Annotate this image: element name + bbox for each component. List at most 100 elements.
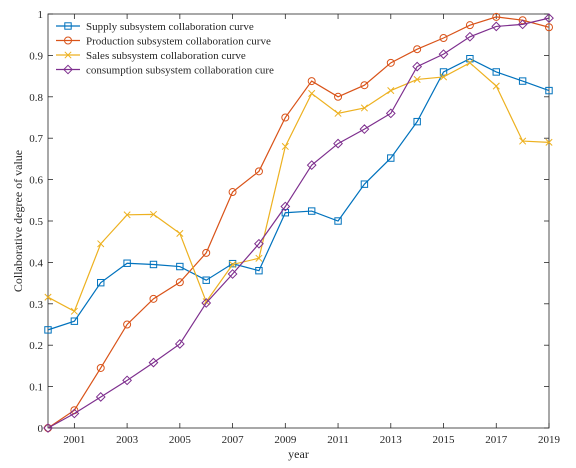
series-consumption-point: [95, 392, 106, 402]
legend-sales-point: [64, 51, 72, 59]
legend-label: Sales subsystem collaboration curve: [86, 50, 246, 62]
series-sales-point: [439, 73, 448, 81]
series-supply-point: [123, 259, 131, 267]
y-tick-label: 0.1: [29, 382, 43, 394]
series-supply-point: [466, 55, 474, 63]
y-tick-label: 0.7: [29, 133, 43, 145]
series-production-point: [96, 363, 105, 372]
legend-item-consumption: consumption subsystem collaboration cure: [56, 65, 274, 77]
series-sales-point: [149, 210, 158, 218]
series-sales: [44, 59, 553, 315]
series-supply-point: [255, 266, 263, 275]
series-sales-point: [413, 75, 421, 83]
y-tick-label: 0.2: [29, 340, 43, 352]
legend-supply-point: [64, 22, 72, 30]
series-production-point: [334, 92, 343, 101]
series-supply-point: [545, 86, 553, 95]
series-consumption-point: [438, 49, 449, 60]
series-production-point: [202, 248, 211, 257]
series-consumption-point: [544, 13, 554, 24]
y-tick-label: 0.8: [29, 92, 43, 104]
series-production-point: [149, 294, 158, 303]
series-consumption-point: [333, 138, 343, 149]
series-supply-point: [439, 68, 448, 76]
x-tick-label: 2013: [380, 434, 403, 446]
y-axis-title: Collaborative degree of value: [11, 150, 25, 292]
series-supply-point: [413, 117, 421, 126]
series-production-point: [360, 81, 369, 90]
legend-label: consumption subsystem collaboration cure: [86, 65, 274, 77]
series-sales-point: [229, 260, 237, 269]
series-consumption-point: [227, 269, 238, 279]
series-sales-point: [360, 104, 368, 112]
y-tick-label: 0.9: [29, 50, 43, 62]
series-consumption-point: [43, 423, 53, 433]
legend-item-sales: Sales subsystem collaboration curve: [56, 50, 246, 62]
series-sales-point: [519, 137, 527, 145]
series-supply-point: [360, 180, 369, 188]
series-consumption-point: [148, 357, 159, 368]
series-consumption-point: [517, 19, 528, 30]
series-production-point: [413, 45, 422, 54]
x-tick-label: 2019: [538, 434, 561, 446]
x-tick-label: 2007: [222, 434, 245, 446]
series-production-point: [465, 21, 474, 30]
series-consumption-point: [280, 201, 291, 212]
legend-label: Supply subsystem collaboration curve: [86, 21, 254, 33]
legend: Supply subsystem collaboration curve Prod…: [56, 21, 274, 77]
series-consumption-point: [491, 21, 502, 32]
series-consumption-point: [69, 408, 80, 419]
x-tick-label: 2003: [116, 434, 139, 446]
series-sales-point: [202, 298, 210, 306]
series-supply-point: [176, 262, 184, 271]
series-production-point: [254, 167, 263, 176]
series-supply-point: [281, 209, 290, 217]
y-tick-label: 0.3: [29, 299, 43, 311]
x-tick-label: 2017: [485, 434, 508, 446]
series-sales-point: [44, 293, 52, 301]
series-supply-point: [387, 154, 395, 162]
series-production-point: [545, 23, 553, 32]
series-sales-point: [97, 240, 105, 248]
axes: 2001 2003 2005 2007 2009 2011 2013 2015 2017 2019…: [29, 9, 560, 446]
series-supply-line: [47, 58, 550, 331]
series-production-line: [47, 16, 550, 429]
series-sales-point: [176, 229, 184, 237]
series-supply-point: [149, 260, 158, 269]
y-tick-label: 0.5: [29, 216, 43, 228]
series-group: [43, 12, 554, 433]
series-supply-point: [44, 326, 52, 334]
series-consumption: [43, 13, 554, 433]
series-supply-point: [97, 278, 105, 287]
series-production-point: [175, 278, 184, 287]
series-sales-point: [466, 59, 474, 67]
series-production-point: [307, 77, 316, 86]
series-consumption-point: [201, 298, 212, 308]
x-tick-label: 2001: [63, 434, 85, 446]
series-sales-point: [70, 307, 78, 315]
x-tick-label: 2011: [327, 434, 349, 446]
series-consumption-line: [47, 17, 550, 429]
series-consumption-point: [385, 108, 396, 119]
series-supply-point: [202, 276, 210, 284]
series-supply-point: [307, 207, 316, 215]
series-production-point: [386, 58, 395, 67]
series-consumption-point: [464, 31, 475, 42]
series-supply-point: [518, 77, 527, 85]
series-supply-point: [334, 217, 342, 225]
series-production-point: [439, 34, 448, 43]
series-production-point: [281, 113, 290, 122]
series-sales-point: [334, 109, 342, 117]
series-consumption-point: [254, 238, 264, 249]
legend-label: Production subsystem collaboration curve: [86, 36, 271, 48]
series-consumption-point: [359, 124, 370, 134]
legend-consumption-point: [63, 64, 73, 75]
legend-production-point: [64, 36, 72, 45]
x-tick-label: 2005: [169, 434, 192, 446]
series-sales-point: [123, 211, 131, 219]
series-consumption-point: [412, 61, 423, 72]
series-sales-point: [308, 89, 316, 98]
series-supply: [44, 55, 553, 334]
x-tick-label: 2009: [274, 434, 297, 446]
y-tick-label: 0.6: [29, 175, 43, 187]
